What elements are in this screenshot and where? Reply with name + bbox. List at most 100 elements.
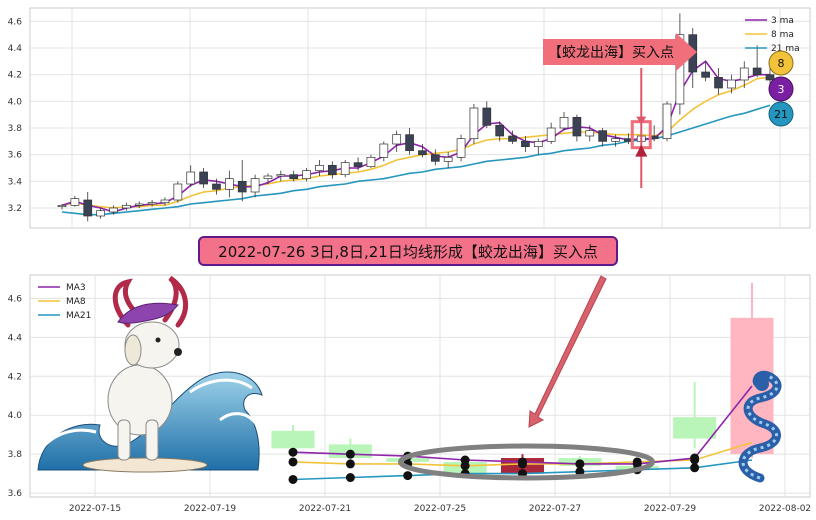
top-candle-body [199,171,208,185]
top-signal-marker [630,68,652,188]
top-y-tick-label: 4.2 [8,71,22,81]
badge-3-circle [768,76,794,102]
legend-MA21-label: MA21 [66,311,91,321]
top-candle-body [727,79,736,89]
blue-dragon-illustration [738,370,782,483]
top-candle-body [327,164,337,176]
bottom-x-tick-label: 2022-07-21 [299,504,351,514]
bottom-x-tick-label: 2022-07-25 [414,504,466,514]
top-candle-body [276,174,286,177]
top-candle-body [186,171,196,185]
bottom-y-tick-label: 4.2 [8,372,22,382]
bottom-ma3-point [460,455,470,465]
top-y-tick-label: 3.4 [8,177,23,187]
dragon-body [738,370,782,483]
dog-crest [117,302,179,324]
bottom-ma8-point [288,457,298,467]
top-candle-body [714,76,723,89]
signal-up-arrowhead [635,144,648,157]
bottom-x-tick-label: 2022-07-27 [529,504,581,514]
top-candle-body [443,156,453,162]
top-candle-body [302,170,311,180]
bottom-ma21-point [288,474,298,484]
top-candle-body [701,71,710,78]
top-candle-body [366,156,376,168]
bottom-y-tick-label: 3.6 [8,489,23,499]
top-y-tick-label: 3.2 [8,204,22,214]
pointer-arrow [528,275,607,428]
badge-21-circle [768,101,794,127]
top-candle-body [237,180,247,193]
banner-box [198,236,618,266]
banner-text: 2022-07-26 3日,8日,21日均线形成【蛟龙出海】买入点 [218,243,598,261]
bottom-ma3-point [288,447,298,457]
bottom-y-axis-ticks: 3.6 3.8 4.0 4.2 4.4 4.6 [8,294,23,499]
bottom-ma21-point [345,473,355,483]
dragon-annotation-arrow: 【蛟龙出海】买入点 [543,33,697,71]
top-candle-body [147,202,157,205]
top-candle-body [469,107,479,140]
badge-8-label: 8 [778,57,785,70]
bottom-ma21-point [403,471,413,481]
top-candle-body [173,183,183,201]
legend-MA3-label: MA3 [66,283,86,293]
bottom-x-tick-label: 2022-07-19 [184,504,237,514]
ma-badges: 8 3 21 [768,50,794,127]
top-candle-body [739,67,749,81]
top-candle-body [289,174,299,180]
top-candle-body [353,162,363,168]
top-candle-body [263,175,273,180]
dog-eye [155,337,161,343]
bottom-ma21-point [690,463,700,473]
top-candle-body [559,116,569,129]
top-candle-body [83,199,93,217]
bottom-signal-ellipse [398,443,655,481]
top-candle-body [340,162,350,176]
bottom-y-tick-label: 4.4 [8,333,23,343]
top-y-tick-label: 3.8 [8,124,23,134]
top-candle-body [225,178,234,190]
bottom-y-tick-label: 4.0 [8,411,23,421]
wave-illustration [37,371,263,471]
top-candle-body [70,198,80,206]
badge-21-label: 21 [774,108,788,121]
wave-foam [43,378,258,447]
top-candle-body [752,67,762,76]
top-candle-body [122,204,131,209]
legend-ma3-label: 3 ma [771,16,794,26]
top-legend: 3 ma 8 ma 21 ma [745,16,800,54]
badge-3-label: 3 [778,83,785,96]
top-candle-body [533,140,543,148]
bottom-candle-body [271,430,315,449]
top-candle-body [430,154,440,162]
bottom-y-tick-label: 3.8 [8,450,23,460]
top-candle-body [662,103,672,140]
top-y-tick-label: 4.6 [8,17,23,27]
top-candle-body [405,134,414,152]
bottom-candle-body [673,417,717,439]
dog-nose [174,348,182,356]
top-candle-body [160,199,170,204]
top-candle-body [598,130,607,142]
bottom-x-axis-ticks: 2022-07-15 2022-07-19 2022-07-21 2022-07-25… [69,504,811,514]
bottom-x-tick-label: 2022-08-02 [759,504,811,514]
annotation-arrow-shape [543,33,697,71]
legend-MA8-label: MA8 [66,297,86,307]
top-candle-body [675,34,685,105]
badge-8-circle [768,50,794,76]
top-candle-body [495,124,505,137]
top-candle-body [546,127,556,142]
dog-leg-left [117,419,131,461]
bottom-ma3-point [690,453,700,463]
top-y-tick-label: 4.0 [8,97,23,107]
top-candle-body [212,183,221,190]
top-candle-body [379,143,389,158]
bottom-ma3-point [345,449,355,459]
dragon-scales [741,374,779,480]
bottom-ma8-point [345,459,355,469]
dog-ear [124,334,142,366]
signal-down-arrowhead [636,116,647,125]
top-candle-body [611,138,620,142]
surfing-dog-illustration [37,275,263,473]
legend-ma8-label: 8 ma [771,30,794,40]
